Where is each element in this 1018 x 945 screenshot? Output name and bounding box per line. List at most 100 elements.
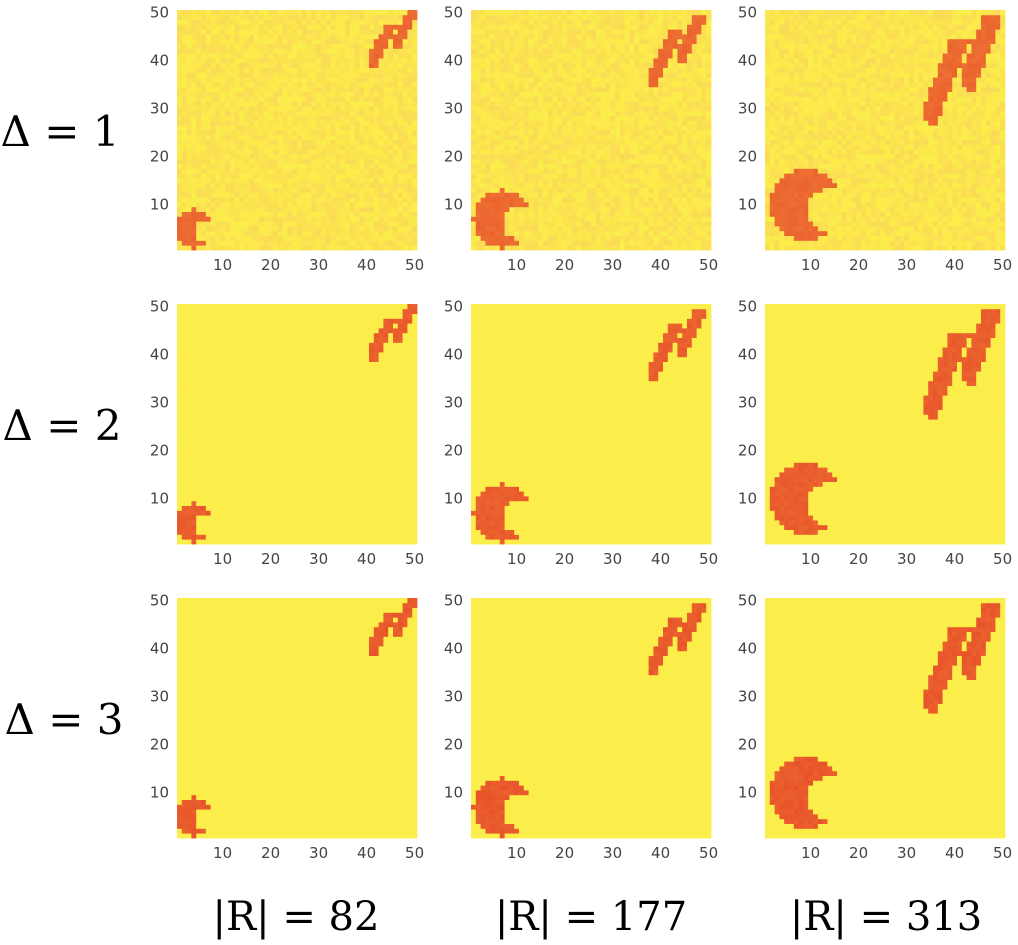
heatmap-cell [471,96,477,102]
heatmap-cell [480,187,486,193]
heatmap-cell [480,134,486,140]
heatmap-cell [177,211,183,217]
heatmap-cell [672,86,678,92]
heatmap-cell [249,115,255,121]
heatmap-cell [543,120,549,126]
heatmap-cell [402,240,408,246]
heatmap-cell [547,38,553,44]
heatmap-cell [567,86,573,92]
heatmap-cell [672,226,678,232]
heatmap-cell [653,154,659,160]
heatmap-cell [249,91,255,97]
heatmap-cell [383,216,389,222]
heatmap-cell [306,216,312,222]
heatmap-cell [475,139,481,145]
heatmap-cell [682,178,688,184]
heatmap-cell [547,182,553,188]
heatmap-cell [378,149,384,155]
heatmap-cell [562,72,568,78]
heatmap-cell [490,211,496,217]
heatmap-cell [495,34,501,40]
heatmap-cell [615,130,621,136]
heatmap-cell [528,144,534,150]
heatmap-cell [378,125,384,131]
heatmap-cell [186,139,192,145]
heatmap-cell [696,24,702,30]
heatmap-cell [567,226,573,232]
heatmap-cell [591,163,597,169]
heatmap-cell [519,216,525,222]
heatmap-cell [335,211,341,217]
heatmap-cell [691,120,697,126]
heatmap-cell [273,29,279,35]
heatmap-cell [533,182,539,188]
heatmap-cell [523,144,529,150]
heatmap-cell [691,91,697,97]
heatmap-cell [397,96,403,102]
heatmap-cell [364,34,370,40]
heatmap-cell [402,91,408,97]
heatmap-cell [519,38,525,44]
heatmap-cell [504,19,510,25]
heatmap-cell [557,38,563,44]
heatmap-cell [514,154,520,160]
heatmap-cell [706,187,712,193]
heatmap-cell [629,38,635,44]
heatmap-cell [485,235,491,241]
heatmap-cell [297,91,303,97]
heatmap-cell [581,154,587,160]
heatmap-cell [345,24,351,30]
heatmap-cell [210,48,216,54]
heatmap-cell [378,240,384,246]
heatmap-cell [667,216,673,222]
heatmap-cell [287,230,293,236]
heatmap-cell [191,226,197,232]
heatmap-cell [586,29,592,35]
heatmap-cell [562,101,568,107]
heatmap-cell [658,24,664,30]
heatmap-cell [388,29,394,35]
heatmap-cell [316,72,322,78]
heatmap-cell [273,197,279,203]
heatmap-cell [485,24,491,30]
heatmap-cell [244,125,250,131]
heatmap-cell [677,72,683,78]
heatmap-cell [306,67,312,73]
heatmap-cell [196,77,202,83]
heatmap-cell [480,91,486,97]
heatmap-cell [397,62,403,68]
heatmap-cell [643,77,649,83]
heatmap-cell [691,149,697,155]
heatmap-cell [475,77,481,83]
heatmap-cell [340,192,346,198]
heatmap-cell [687,178,693,184]
heatmap-cell [196,24,202,30]
heatmap-cell [658,144,664,150]
heatmap-cell [701,206,707,212]
heatmap-cell [514,226,520,232]
heatmap-cell [325,163,331,169]
heatmap-cell [301,96,307,102]
heatmap-cell [407,86,413,92]
heatmap-cell [359,216,365,222]
heatmap-cell [552,197,558,203]
heatmap-cell [191,139,197,145]
heatmap-cell [316,120,322,126]
heatmap-cell [514,29,520,35]
heatmap-cell [514,130,520,136]
heatmap-cell [373,240,379,246]
heatmap-cell [567,211,573,217]
heatmap-cell [297,178,303,184]
heatmap-cell [301,120,307,126]
heatmap-cell [475,230,481,236]
heatmap-cell [369,58,375,64]
heatmap-cell [504,154,510,160]
heatmap-cell [591,110,597,116]
heatmap-cell [215,38,221,44]
heatmap-cell [706,110,712,116]
heatmap-cell [244,221,250,227]
heatmap-cell [499,96,505,102]
heatmap-cell [538,168,544,174]
heatmap-cell [523,134,529,140]
heatmap-cell [181,110,187,116]
